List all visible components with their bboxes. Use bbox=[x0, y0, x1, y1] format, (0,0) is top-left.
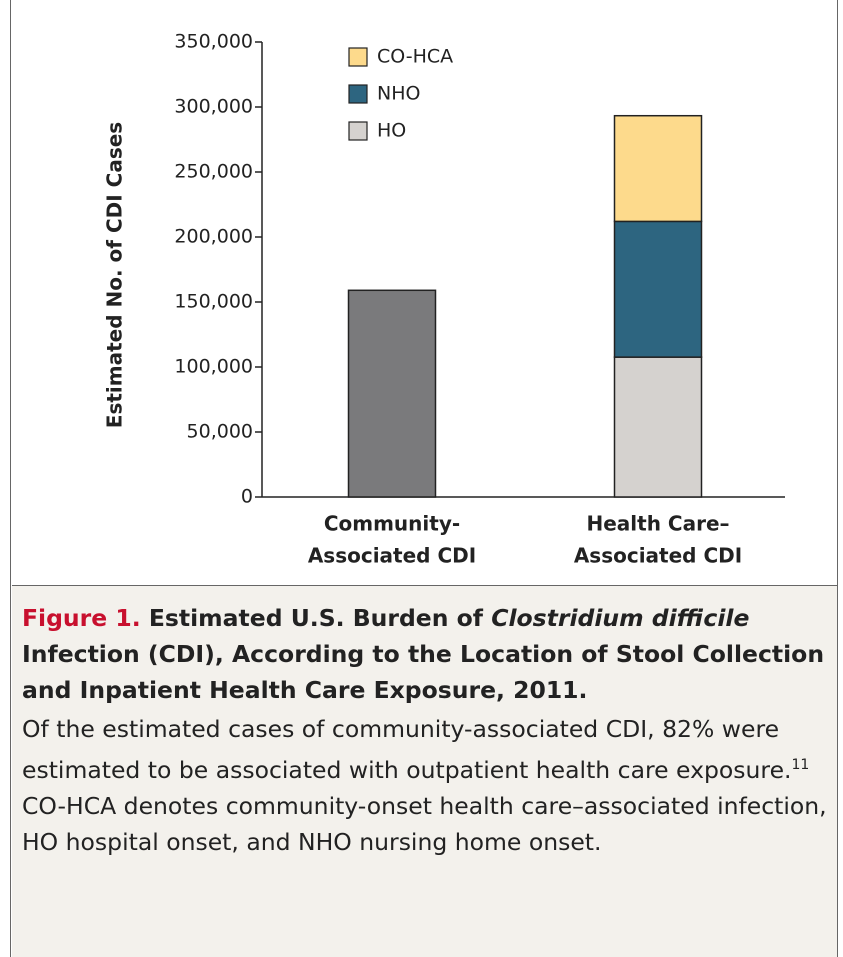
bar-segment bbox=[613, 220, 703, 358]
title-start: Estimated U.S. Burden of bbox=[148, 604, 484, 632]
legend-swatch bbox=[348, 84, 368, 104]
reference: 11 bbox=[791, 757, 810, 773]
y-tick-label: 350,000 bbox=[174, 31, 253, 53]
y-tick-label: 0 bbox=[241, 486, 253, 508]
bar-segment bbox=[613, 114, 703, 223]
frame bbox=[10, 0, 838, 957]
y-axis-label: Estimated No. of CDI Cases bbox=[103, 122, 127, 428]
legend-label: HO bbox=[377, 120, 406, 142]
legend-swatch bbox=[348, 47, 368, 67]
legend-label: NHO bbox=[377, 83, 420, 105]
x-tick-label: Community- bbox=[324, 512, 460, 536]
legend-label: CO-HCA bbox=[377, 46, 453, 68]
y-tick-label: 250,000 bbox=[174, 161, 253, 183]
caption: Figure 1. Estimated U.S. Burden of Clost… bbox=[12, 585, 837, 957]
y-tick-label: 200,000 bbox=[174, 226, 253, 248]
body-end: CO-HCA denotes community-onset health ca… bbox=[22, 791, 827, 856]
legend-swatch bbox=[348, 121, 368, 141]
bar-segment bbox=[613, 356, 703, 498]
y-tick-label: 300,000 bbox=[174, 96, 253, 118]
figure-label: Figure 1. bbox=[22, 604, 141, 632]
y-tick-label: 50,000 bbox=[187, 421, 253, 443]
bar bbox=[347, 289, 437, 498]
title-end: Infection (CDI), According to the Locati… bbox=[22, 640, 825, 704]
chart: Estimated No. of CDI Cases 0 50,000 100,00… bbox=[103, 31, 785, 568]
caption-body: Of the estimated cases of community-asso… bbox=[22, 711, 831, 860]
x-tick-label: Associated CDI bbox=[308, 544, 476, 568]
y-tick-label: 100,000 bbox=[174, 356, 253, 378]
y-tick-label: 150,000 bbox=[174, 291, 253, 313]
body-start: Of the estimated cases of community-asso… bbox=[22, 715, 792, 784]
x-tick-label: Associated CDI bbox=[574, 544, 742, 568]
x-tick-label: Health Care– bbox=[586, 512, 729, 536]
caption-title: Figure 1. Estimated U.S. Burden of Clost… bbox=[22, 604, 824, 704]
title-italic: Clostridium difficile bbox=[491, 604, 750, 632]
